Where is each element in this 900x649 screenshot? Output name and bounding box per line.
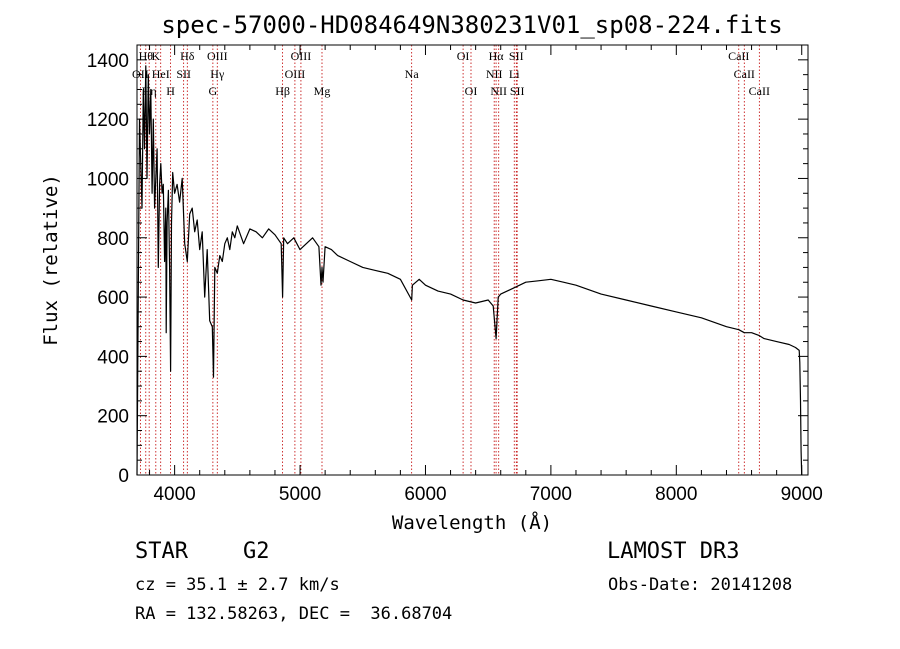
x-tick-label: 9000 bbox=[781, 484, 823, 505]
line-label-OII: OII bbox=[132, 67, 149, 81]
line-label-SII: SII bbox=[510, 84, 525, 98]
obs-date: Obs-Date: 20141208 bbox=[608, 575, 793, 595]
y-tick-label: 200 bbox=[97, 407, 129, 428]
y-tick-label: 600 bbox=[97, 288, 129, 309]
line-label-Hγ: Hγ bbox=[210, 67, 225, 81]
line-label-OIII: OIII bbox=[285, 67, 306, 81]
coordinates-text: RA = 132.58263, DEC = 36.68704 bbox=[135, 604, 453, 624]
line-label-Hα: Hα bbox=[489, 49, 505, 63]
x-tick-label: 5000 bbox=[279, 484, 321, 505]
line-label-CaII: CaII bbox=[728, 49, 749, 63]
line-label-Mg: Mg bbox=[314, 84, 331, 98]
line-label-SII: SII bbox=[509, 49, 524, 63]
series-flux-line bbox=[136, 65, 803, 476]
line-label-Hθ: Hθ bbox=[139, 49, 154, 63]
survey-name: LAMOST DR3 bbox=[607, 539, 740, 564]
chart-title: spec-57000-HD084649N380231V01_sp08-224.f… bbox=[161, 11, 782, 39]
plot-frame bbox=[136, 44, 809, 476]
object-class: STAR bbox=[135, 539, 188, 564]
line-label-OI: OI bbox=[457, 49, 470, 63]
x-axis-label: Wavelength (Å) bbox=[392, 511, 552, 534]
y-tick-label: 1000 bbox=[87, 169, 129, 190]
y-tick-label: 400 bbox=[97, 347, 129, 368]
line-label-Na: Na bbox=[405, 67, 420, 81]
line-label-CaII: CaII bbox=[749, 84, 770, 98]
line-label-NII: NII bbox=[486, 67, 503, 81]
x-tick-label: 8000 bbox=[655, 484, 697, 505]
line-label-Li: Li bbox=[509, 67, 520, 81]
y-axis-label: Flux (relative) bbox=[40, 174, 62, 346]
x-tick-label: 7000 bbox=[530, 484, 572, 505]
line-label-K: K bbox=[151, 49, 160, 63]
x-tick-label: 4000 bbox=[153, 484, 195, 505]
y-tick-label: 0 bbox=[118, 466, 129, 487]
line-label-H: H bbox=[166, 84, 175, 98]
line-marker-labels: HθK Hδ OIII OIII OI Hα SII CaII OII HeI SII Hγ OIII N… bbox=[132, 49, 770, 98]
y-tick-label: 1400 bbox=[87, 51, 129, 72]
axis-ticks bbox=[137, 45, 808, 476]
axis-tick-labels: 4000 5000 6000 7000 8000 9000 0 200 400 600 800 100… bbox=[87, 51, 823, 505]
line-label-Hδ: Hδ bbox=[180, 49, 195, 63]
line-label-OIII: OIII bbox=[291, 49, 312, 63]
redshift-text: cz = 35.1 ± 2.7 km/s bbox=[135, 575, 340, 595]
line-label-HeI: HeI bbox=[152, 67, 170, 81]
y-tick-label: 1200 bbox=[87, 110, 129, 131]
line-label-Hη: Hη bbox=[142, 84, 157, 98]
line-label-OIII: OIII bbox=[207, 49, 228, 63]
line-label-Hβ: Hβ bbox=[275, 84, 290, 98]
line-label-OI: OI bbox=[465, 84, 478, 98]
line-label-CaII: CaII bbox=[734, 67, 755, 81]
line-label-G: G bbox=[209, 84, 218, 98]
object-subclass: G2 bbox=[243, 539, 270, 564]
line-markers bbox=[139, 45, 760, 475]
line-label-NII: NII bbox=[490, 84, 507, 98]
y-tick-label: 800 bbox=[97, 229, 129, 250]
x-tick-label: 6000 bbox=[404, 484, 446, 505]
line-label-SII: SII bbox=[176, 67, 191, 81]
